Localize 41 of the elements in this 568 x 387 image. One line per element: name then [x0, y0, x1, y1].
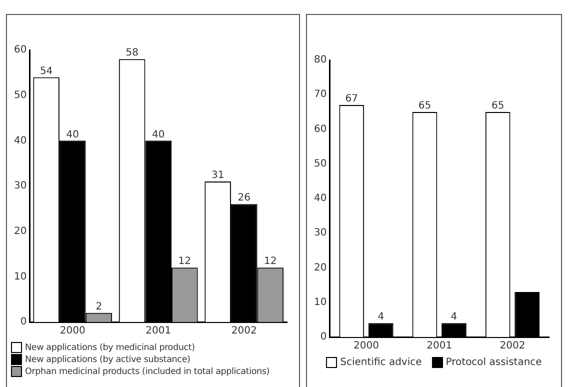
data-label: 58	[126, 48, 138, 59]
data-label: 4	[450, 312, 458, 323]
y-tick-label: 40	[14, 135, 27, 146]
y-tick-label: 60	[314, 124, 327, 135]
x-tick-label: 2000	[60, 326, 86, 337]
data-label: 40	[66, 129, 79, 140]
y-tick-label: 20	[14, 226, 27, 237]
data-label: 40	[152, 129, 165, 140]
legend-label: Orphan medicinal products (included in total applications)	[25, 366, 270, 376]
y-tick-label: 50	[314, 158, 327, 170]
x-tick-label: 2002	[500, 340, 526, 352]
y-tick-label: 40	[314, 193, 327, 204]
y-tick-label: 80	[314, 54, 327, 66]
data-label: 65	[491, 100, 504, 112]
x-tick-label: 2000	[354, 340, 379, 352]
data-label: 67	[345, 94, 358, 105]
data-label: 12	[178, 256, 192, 268]
data-label: 4	[378, 312, 384, 323]
x-tick-label: 2001	[146, 326, 172, 337]
data-label: 26	[238, 192, 250, 204]
y-tick-label: 50	[14, 90, 27, 101]
data-label: 2	[96, 302, 102, 313]
x-tick-label: 2001	[426, 340, 452, 352]
series-label: Scientific advice	[340, 357, 422, 368]
legend-label: Protocol assistance	[446, 357, 542, 368]
y-tick-label: 30	[314, 228, 327, 239]
data-label: 65	[418, 100, 432, 112]
data-label: 54	[40, 66, 53, 77]
y-tick-label: 0	[320, 332, 327, 343]
y-tick-label: 30	[14, 180, 27, 192]
y-tick-label: 10	[14, 271, 27, 282]
y-tick-label: 10	[314, 296, 327, 308]
y-tick-label: 60	[14, 44, 27, 56]
data-label: 31	[211, 170, 224, 182]
text: New applications (by medicinal product)	[25, 342, 195, 352]
data-label: 12	[264, 256, 277, 268]
y-tick-label: 0	[20, 316, 27, 328]
y-tick-label: 20	[314, 262, 327, 274]
x-tick-label: 2002	[231, 326, 257, 337]
y-tick-label: 70	[314, 89, 327, 100]
legend-label: New applications (by active substance)	[25, 354, 190, 364]
